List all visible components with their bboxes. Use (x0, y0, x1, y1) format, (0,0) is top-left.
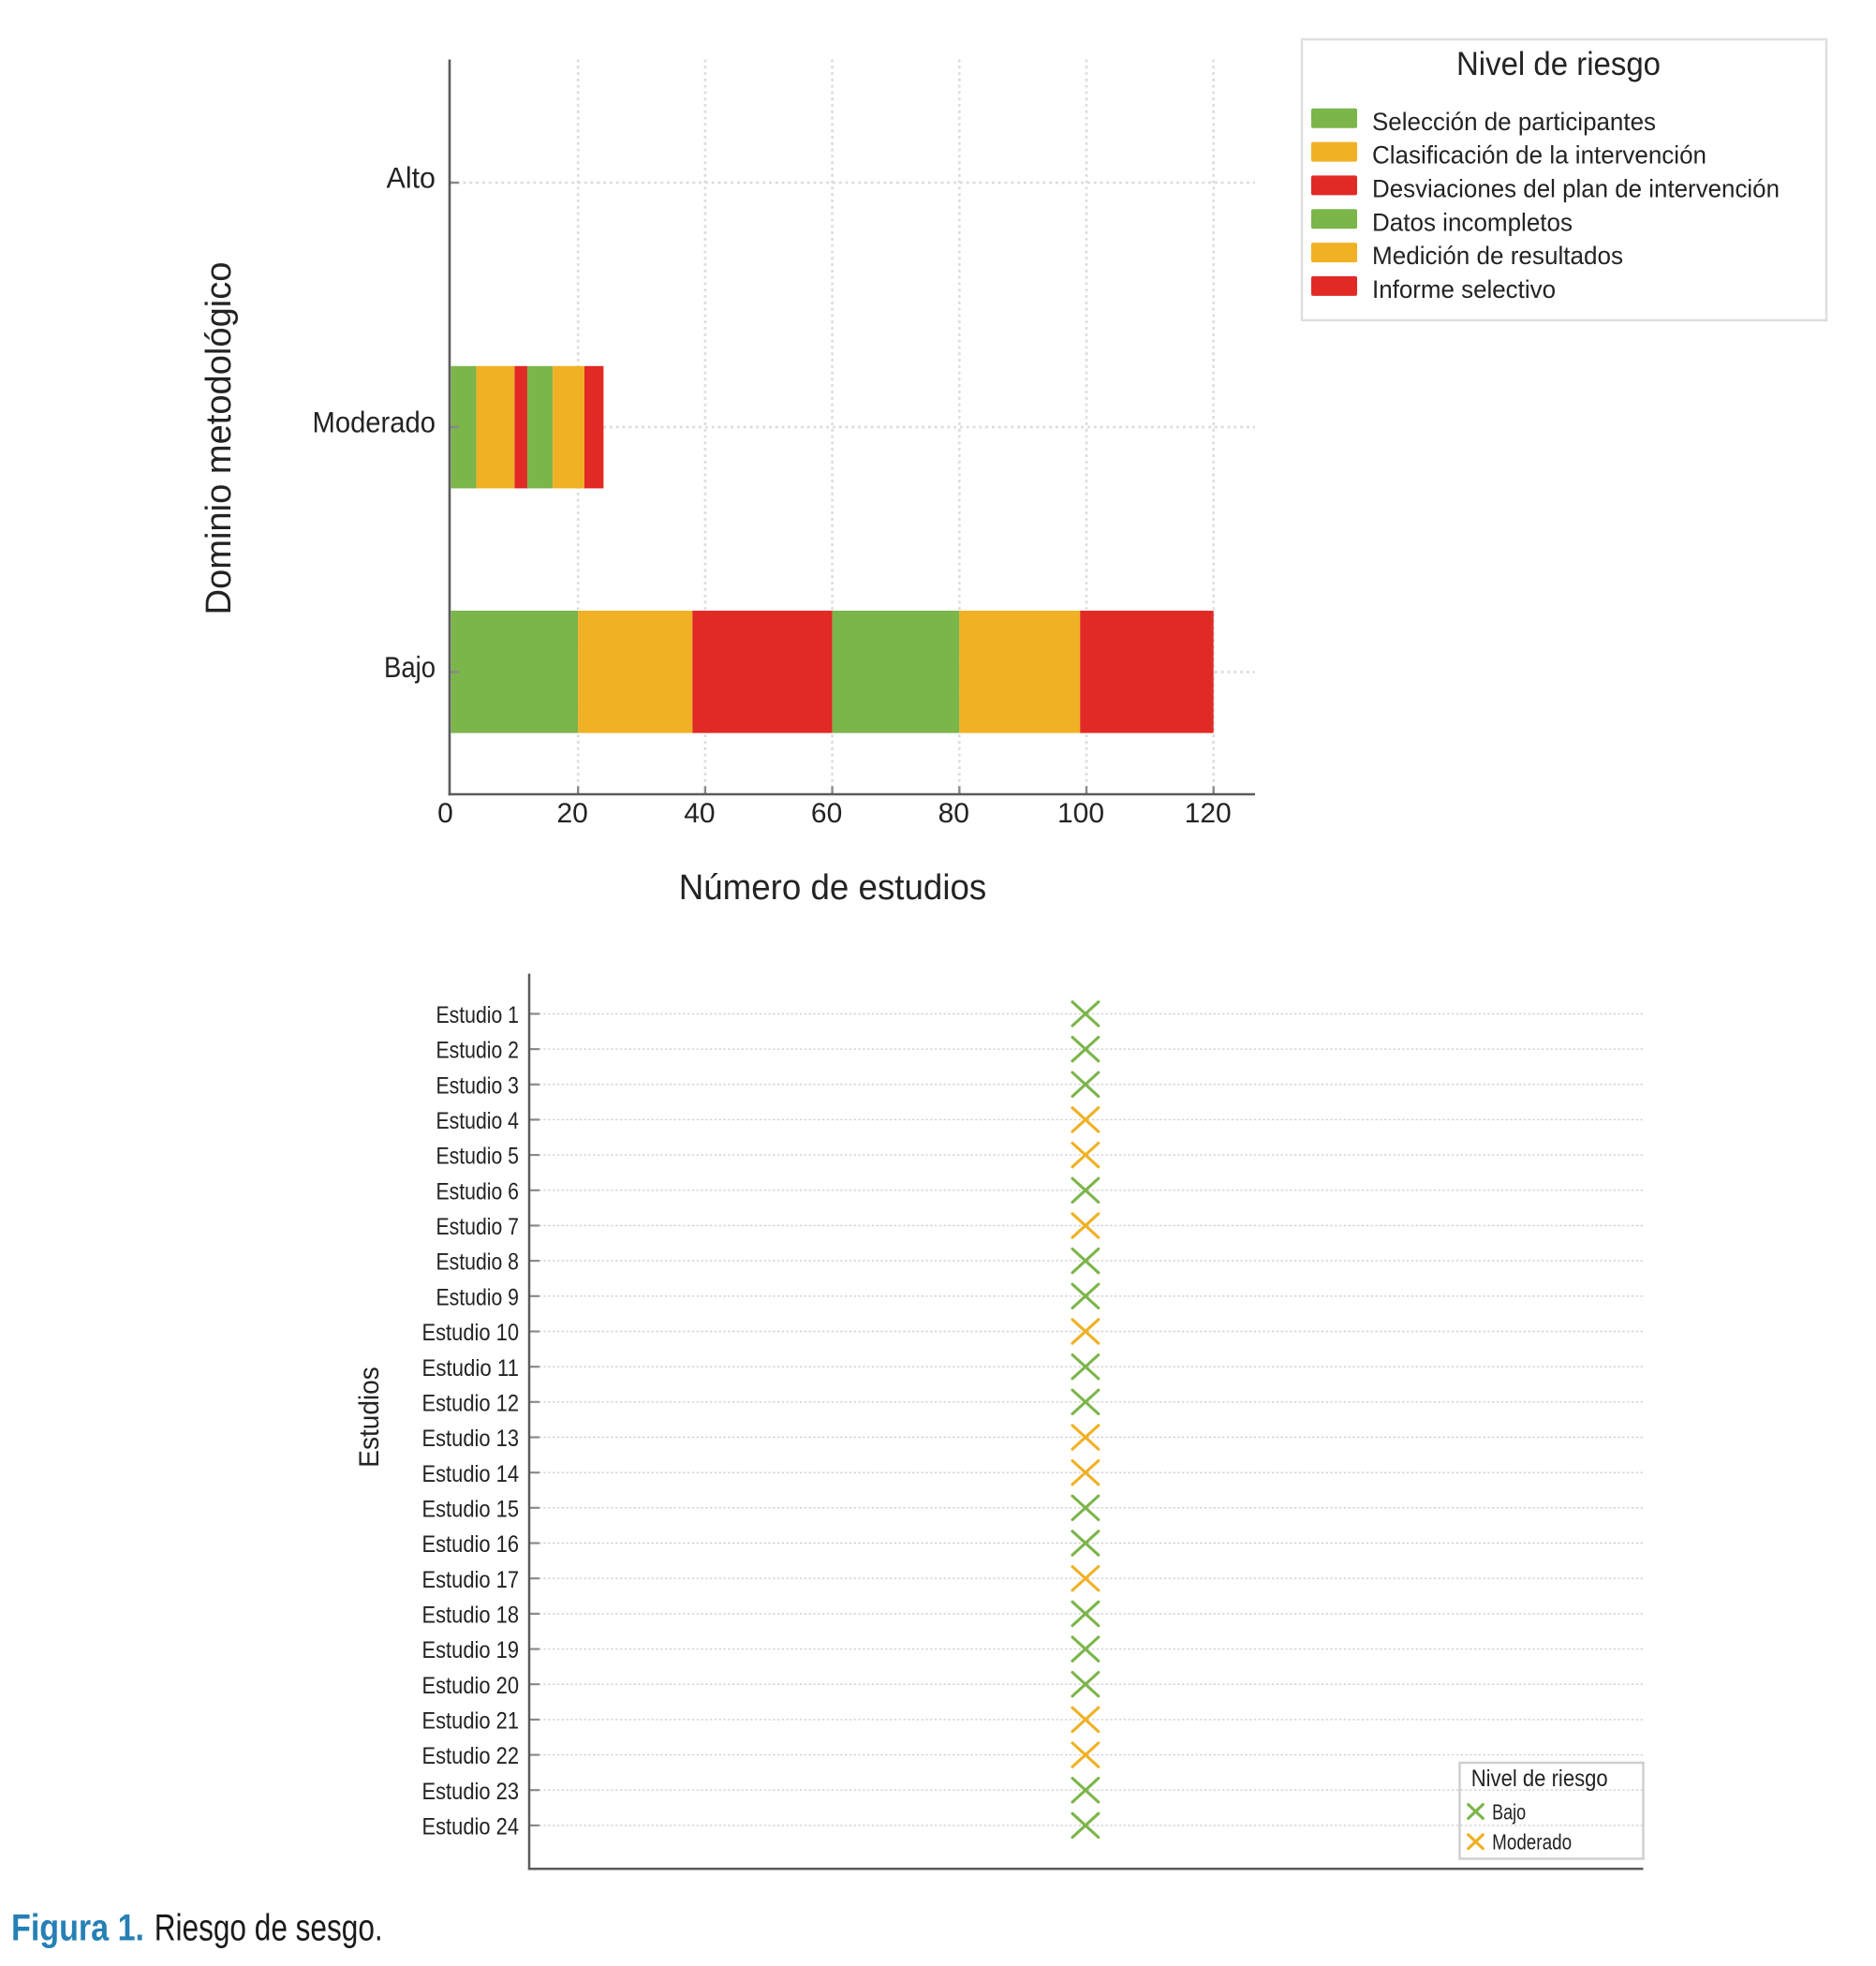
svg-text:Estudios: Estudios (354, 1367, 385, 1468)
svg-text:Estudio 2: Estudio 2 (436, 1038, 520, 1064)
svg-text:Clasificación de la intervenci: Clasificación de la intervención (1372, 141, 1706, 170)
svg-text:Figura 1.: Figura 1. (11, 1908, 144, 1949)
svg-text:80: 80 (938, 798, 969, 829)
svg-text:Estudio 19: Estudio 19 (422, 1637, 520, 1663)
svg-text:40: 40 (684, 798, 715, 829)
svg-text:Estudio 8: Estudio 8 (436, 1249, 520, 1276)
svg-text:Estudio 11: Estudio 11 (422, 1355, 520, 1382)
svg-text:Bajo: Bajo (1492, 1799, 1526, 1824)
svg-text:Estudio 9: Estudio 9 (436, 1284, 520, 1310)
svg-text:Estudio 16: Estudio 16 (422, 1531, 520, 1558)
svg-text:Desviaciones del plan de inter: Desviaciones del plan de intervención (1372, 174, 1780, 202)
svg-text:Estudio 23: Estudio 23 (422, 1779, 520, 1805)
svg-text:Nivel de riesgo: Nivel de riesgo (1456, 46, 1661, 82)
svg-text:Datos incompletos: Datos incompletos (1372, 208, 1573, 236)
svg-text:Estudio 24: Estudio 24 (422, 1814, 520, 1840)
svg-text:Estudio 20: Estudio 20 (422, 1673, 520, 1699)
svg-text:Informe selectivo: Informe selectivo (1372, 275, 1556, 303)
svg-text:Medición de resultados: Medición de resultados (1372, 242, 1623, 270)
svg-text:0: 0 (437, 798, 453, 829)
svg-text:Selección de participantes: Selección de participantes (1372, 108, 1656, 136)
svg-text:Estudio 21: Estudio 21 (422, 1708, 520, 1735)
svg-text:20: 20 (557, 798, 588, 829)
svg-text:Bajo: Bajo (384, 650, 436, 684)
svg-text:Moderado: Moderado (313, 406, 436, 439)
svg-text:120: 120 (1185, 798, 1232, 829)
svg-text:Dominio metodológico: Dominio metodológico (199, 262, 239, 615)
svg-text:60: 60 (811, 798, 842, 829)
svg-text:Estudio 7: Estudio 7 (436, 1214, 520, 1240)
svg-text:Estudio 10: Estudio 10 (422, 1320, 520, 1346)
svg-text:Estudio 4: Estudio 4 (436, 1108, 520, 1134)
svg-text:Estudio 12: Estudio 12 (422, 1390, 520, 1416)
svg-text:Estudio 15: Estudio 15 (422, 1496, 520, 1522)
svg-text:Estudio 1: Estudio 1 (436, 1002, 520, 1028)
svg-text:Estudio 3: Estudio 3 (436, 1072, 520, 1099)
svg-text:Número de estudios: Número de estudios (679, 868, 987, 908)
svg-text:Estudio 5: Estudio 5 (436, 1144, 520, 1170)
svg-text:Estudio 14: Estudio 14 (422, 1461, 520, 1487)
svg-text:Nivel de riesgo: Nivel de riesgo (1471, 1766, 1608, 1792)
svg-text:Estudio 17: Estudio 17 (422, 1567, 520, 1593)
svg-text:Estudio 6: Estudio 6 (436, 1178, 520, 1205)
svg-text:Estudio 22: Estudio 22 (422, 1743, 520, 1769)
svg-text:Moderado: Moderado (1492, 1830, 1572, 1855)
svg-text:Riesgo de sesgo.: Riesgo de sesgo. (155, 1908, 383, 1949)
svg-text:Estudio 18: Estudio 18 (422, 1603, 520, 1629)
svg-text:Estudio 13: Estudio 13 (422, 1426, 520, 1452)
svg-text:100: 100 (1057, 798, 1104, 829)
svg-text:Alto: Alto (387, 161, 436, 195)
